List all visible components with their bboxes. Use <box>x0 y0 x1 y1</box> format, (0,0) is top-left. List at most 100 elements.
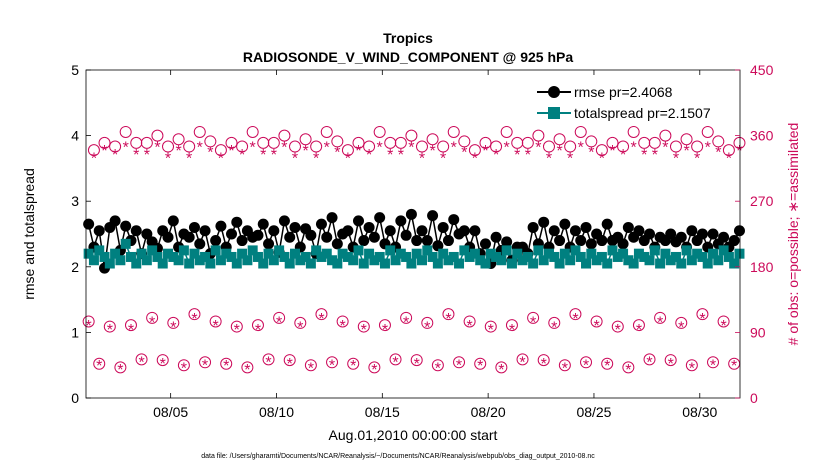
spread-point <box>115 255 126 266</box>
spread-point <box>665 255 676 266</box>
spread-point <box>189 248 200 259</box>
possible-point <box>289 140 302 153</box>
assimilated-point: * <box>466 318 472 335</box>
spread-point <box>512 248 523 259</box>
assimilated-point: * <box>493 147 499 164</box>
spread-point <box>300 251 311 262</box>
rmse-point <box>321 231 333 243</box>
assimilated-point: * <box>101 143 107 160</box>
assimilated-point: * <box>710 357 716 374</box>
x-tick-label: 08/25 <box>576 404 611 420</box>
spread-point <box>374 251 385 262</box>
assimilated-point: * <box>144 147 150 164</box>
possible-point <box>82 315 95 328</box>
spread-point <box>274 245 285 256</box>
spread-point <box>443 255 454 266</box>
possible-point <box>595 144 608 157</box>
spread-point <box>596 251 607 262</box>
possible-point <box>707 356 720 369</box>
possible-point <box>188 308 201 321</box>
possible-point <box>495 361 508 374</box>
spread-point <box>686 255 697 266</box>
rmse-point <box>490 231 502 243</box>
possible-point <box>273 311 286 324</box>
spread-point <box>215 255 226 266</box>
assimilated-point: * <box>525 147 531 164</box>
rmse-point <box>215 220 227 232</box>
possible-point <box>368 361 381 374</box>
y-axis-left-label: rmse and totalspread <box>21 168 37 300</box>
y-right-tick-label: 180 <box>750 259 774 275</box>
possible-point <box>474 357 487 370</box>
rmse-point <box>601 218 613 230</box>
spread-point <box>570 245 581 256</box>
spread-point <box>644 255 655 266</box>
possible-point <box>717 315 730 328</box>
spread-point <box>559 248 570 259</box>
rmse-line <box>87 214 741 269</box>
assimilated-point: * <box>456 357 462 374</box>
assimilated-point: * <box>689 360 695 377</box>
assimilated-point: * <box>652 147 658 164</box>
rmse-point <box>358 235 370 247</box>
y-right-tick-label: 0 <box>750 390 758 406</box>
assimilated-point: * <box>228 143 234 160</box>
spread-point <box>734 248 745 259</box>
y-axis-right-label: # of obs: o=possible; ∗=assimilated <box>785 123 801 346</box>
possible-point <box>632 319 645 332</box>
spread-point <box>432 258 443 269</box>
rmse-point <box>305 229 317 241</box>
spread-point <box>242 255 253 266</box>
x-tick-label: 08/05 <box>153 404 188 420</box>
assimilated-point: * <box>170 320 176 337</box>
rmse-point <box>231 216 243 228</box>
possible-point <box>691 140 704 153</box>
spread-point <box>623 255 634 266</box>
spread-point <box>385 245 396 256</box>
rmse-point <box>83 218 95 230</box>
spread-point <box>125 251 136 262</box>
rmse-point <box>162 231 174 243</box>
spread-point <box>475 255 486 266</box>
x-tick-label: 08/10 <box>259 404 294 420</box>
possible-point <box>453 356 466 369</box>
spread-point <box>501 245 512 256</box>
possible-point <box>442 308 455 321</box>
rmse-point <box>596 235 608 247</box>
possible-point <box>225 136 238 149</box>
rmse-point <box>458 225 470 237</box>
possible-point <box>140 136 153 149</box>
assimilated-point: * <box>609 143 615 160</box>
possible-point <box>617 140 630 153</box>
rmse-point <box>363 221 375 233</box>
possible-point <box>400 311 413 324</box>
assimilated-point: * <box>382 322 388 339</box>
spread-point <box>295 255 306 266</box>
spread-point <box>332 258 343 269</box>
spread-point <box>178 245 189 256</box>
assimilated-point: * <box>620 147 626 164</box>
assimilated-point: * <box>377 140 383 157</box>
rmse-point <box>284 231 296 243</box>
spread-point <box>321 248 332 259</box>
spread-point <box>485 248 496 259</box>
possible-point <box>135 353 148 366</box>
possible-point <box>278 129 291 142</box>
legend-rmse-marker <box>548 86 560 98</box>
spread-point <box>395 248 406 259</box>
y-left-tick-label: 2 <box>71 259 79 275</box>
possible-point <box>204 135 217 148</box>
assimilated-point: * <box>424 320 430 337</box>
y-axis-left: 0 1 2 3 4 5 <box>71 62 91 406</box>
possible-point <box>590 315 603 328</box>
spread-point <box>427 251 438 262</box>
rmse-point <box>718 231 730 243</box>
spread-point <box>364 248 375 259</box>
spread-point <box>94 245 105 256</box>
assimilated-point: * <box>308 360 314 377</box>
plot-frame <box>85 69 741 399</box>
possible-point <box>669 140 682 153</box>
spread-point <box>110 248 121 259</box>
possible-point <box>236 140 249 153</box>
possible-point <box>527 311 540 324</box>
